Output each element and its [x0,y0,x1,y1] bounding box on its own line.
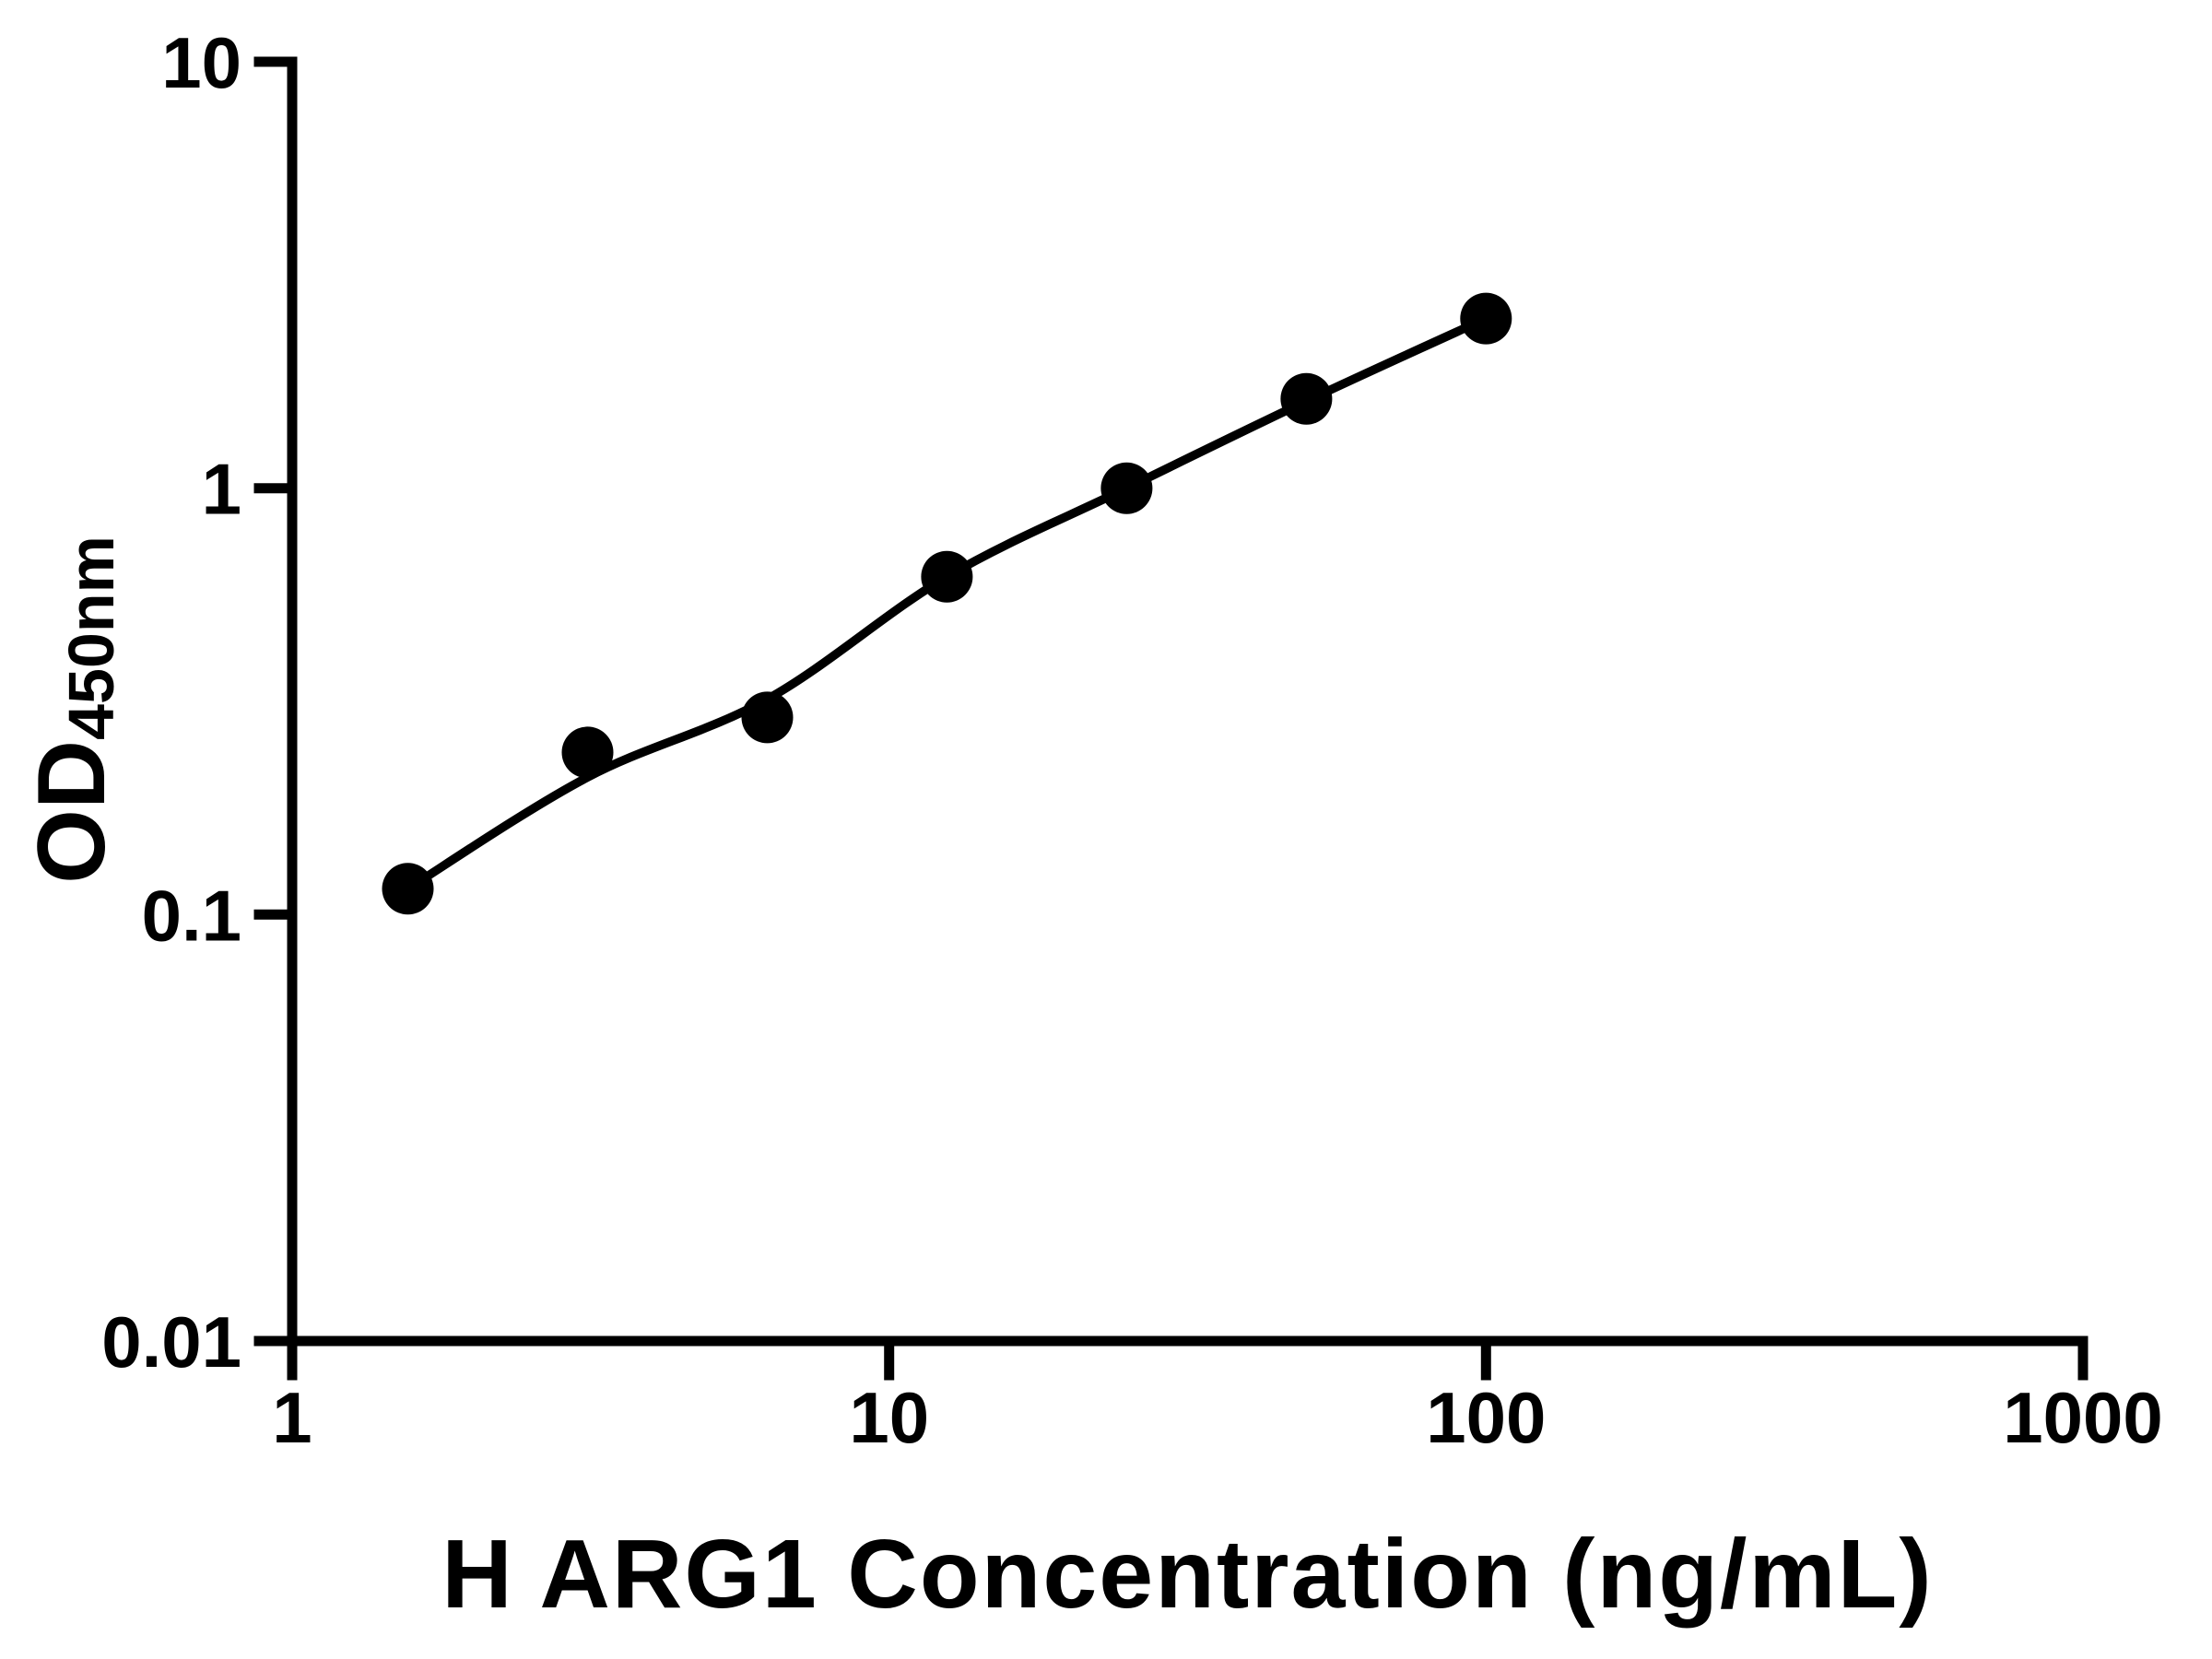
data-point-5 [1100,462,1153,514]
data-point-3 [741,691,794,744]
y-axis-title: OD450nm [18,535,127,884]
y-tick-label-1: 1 [202,449,241,530]
data-point-2 [561,726,614,779]
y-axis-title-subscript: 450nm [55,535,127,740]
data-point-7 [1460,292,1512,345]
y-tick-label-10: 10 [161,22,241,103]
y-tick-label-0.1: 0.1 [142,875,241,956]
data-point-4 [921,550,973,603]
data-point-1 [382,863,434,915]
x-axis-title: H ARG1 Concentration (ng/mL) [441,1520,1934,1629]
x-tick-label-1000: 1000 [2003,1377,2163,1458]
data-point-6 [1280,372,1333,425]
x-tick-label-100: 100 [1426,1377,1546,1458]
x-tick-label-10: 10 [849,1377,929,1458]
y-axis-title-text: OD [18,739,125,884]
x-tick-label-1: 1 [272,1377,312,1458]
y-tick-label-0.01: 0.01 [101,1301,241,1382]
